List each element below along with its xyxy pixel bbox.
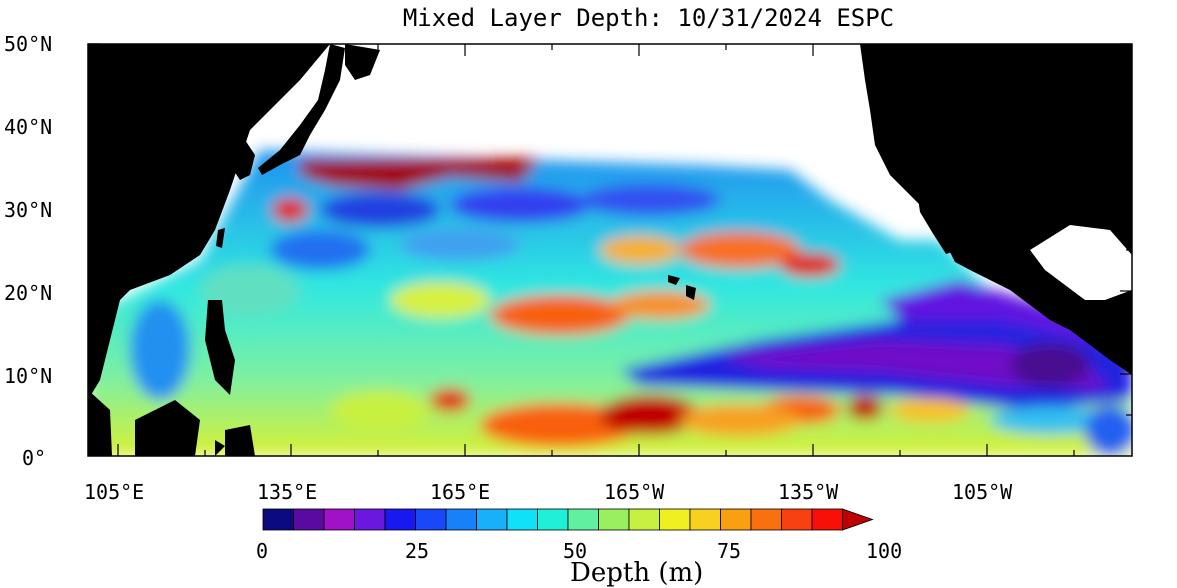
lon-label-165w: 165°W (604, 480, 665, 504)
colorbar (262, 508, 874, 531)
axis-ticks (88, 43, 1132, 456)
colorbar-tick-0: 0 (256, 539, 269, 563)
colorbar-swatch (293, 508, 325, 531)
mld-field (88, 44, 1132, 456)
colorbar-swatch (720, 508, 752, 531)
colorbar-swatch (262, 508, 294, 531)
colorbar-swatch (537, 508, 569, 531)
lat-label-20n: 20°N (4, 281, 53, 305)
colorbar-swatch (781, 508, 813, 531)
colorbar-swatch (506, 508, 538, 531)
colorbar-swatch (415, 508, 447, 531)
colorbar-swatch (598, 508, 630, 531)
lat-label-50n: 50°N (4, 32, 53, 56)
colorbar-swatch (659, 508, 691, 531)
land-masses (88, 44, 1132, 456)
lon-label-135e: 135°E (257, 480, 318, 504)
map-title: Mixed Layer Depth: 10/31/2024 ESPC (402, 4, 895, 32)
colorbar-swatch (567, 508, 599, 531)
colorbar-tick-100: 100 (866, 539, 903, 563)
lon-label-105e: 105°E (84, 480, 145, 504)
colorbar-swatch (384, 508, 416, 531)
colorbar-swatch (811, 508, 843, 531)
colorbar-title: Depth (m) (570, 558, 704, 588)
colorbar-swatch (689, 508, 721, 531)
lat-label-0: 0° (22, 446, 47, 470)
colorbar-tick-25: 25 (405, 539, 430, 563)
colorbar-extend-arrow (842, 508, 874, 531)
lat-label-10n: 10°N (4, 364, 53, 388)
colorbar-swatch (323, 508, 355, 531)
lat-label-30n: 30°N (4, 198, 53, 222)
colorbar-tick-75: 75 (717, 539, 742, 563)
colorbar-swatch (750, 508, 782, 531)
lon-label-105w: 105°W (952, 480, 1013, 504)
colorbar-swatch (476, 508, 508, 531)
lat-label-40n: 40°N (4, 115, 53, 139)
colorbar-swatch (445, 508, 477, 531)
colorbar-swatch (354, 508, 386, 531)
lon-label-135w: 135°W (778, 480, 839, 504)
lon-label-165e: 165°E (430, 480, 491, 504)
colorbar-swatch (628, 508, 660, 531)
colorbar-tick-50: 50 (563, 539, 588, 563)
